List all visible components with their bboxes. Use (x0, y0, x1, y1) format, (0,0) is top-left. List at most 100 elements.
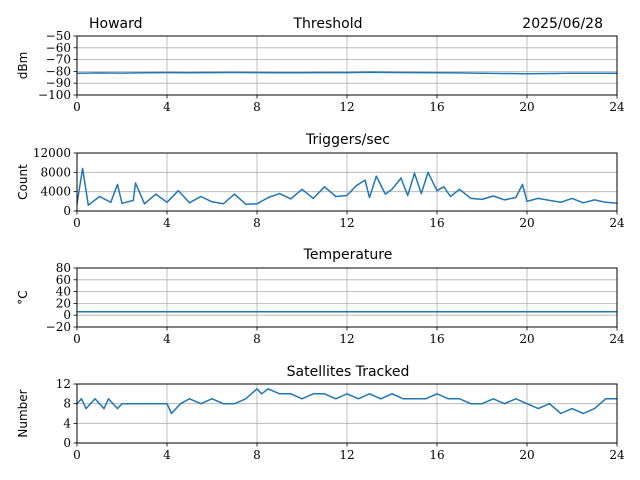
temperature-x-tick-label: 24 (609, 332, 625, 346)
threshold-x-tick-label: 8 (253, 100, 261, 114)
triggers-data-point (384, 193, 386, 195)
triggers-data-point (375, 175, 377, 177)
satellites-data-point (503, 403, 506, 405)
triggers-data-point (200, 195, 202, 198)
triggers-data-point (98, 195, 101, 198)
triggers-data-point (368, 196, 371, 199)
threshold-y-tick-label: −60 (46, 41, 71, 55)
triggers-data-point (222, 203, 224, 205)
satellites-data-point (179, 403, 182, 405)
threshold-data-point (391, 71, 393, 74)
satellites-data-point (447, 398, 449, 400)
satellites-y-axis-label: Number (16, 389, 30, 437)
triggers-data-point (521, 183, 524, 185)
satellites-data-point (267, 388, 269, 390)
triggers-data-point (391, 188, 393, 190)
triggers-y-tick-label: 8000 (40, 165, 71, 179)
threshold-data-point (503, 72, 506, 75)
threshold-data-point (458, 72, 461, 74)
triggers-data-point (323, 186, 326, 188)
satellites-data-point (98, 403, 101, 405)
temperature-y-tick-label: 60 (56, 273, 71, 287)
threshold-x-tick-label: 4 (163, 100, 171, 114)
temperature-y-tick-label: 40 (56, 285, 71, 299)
triggers-data-point (548, 199, 551, 201)
satellites-data-point (526, 403, 528, 405)
triggers-x-tick-label: 0 (73, 216, 81, 230)
threshold-data-point (121, 72, 123, 74)
threshold-x-tick-label: 24 (609, 100, 625, 114)
threshold-data-point (301, 72, 303, 74)
threshold-data-point (571, 72, 573, 74)
satellites-data-point (537, 408, 539, 410)
threshold-y-tick-label: −80 (46, 64, 71, 78)
temperature-y-tick-label: 20 (56, 296, 71, 310)
satellites-data-point (233, 403, 236, 405)
chart-title-satellites: Satellites Tracked (287, 364, 410, 380)
temperature-y-tick-label: 0 (63, 308, 71, 322)
triggers-data-point (364, 179, 366, 181)
threshold-data-point (368, 71, 371, 73)
satellites-data-point (260, 393, 263, 395)
satellites-data-point (470, 403, 472, 405)
satellites-data-point (143, 403, 146, 405)
threshold-panel: 0 4 8 12 16 20 24 −50−60−70−80−90−100 dBm (16, 29, 625, 114)
triggers-data-point (427, 171, 429, 173)
threshold-y-tick-label: −70 (46, 53, 71, 67)
satellites-data-point (481, 403, 483, 405)
threshold-data-point (436, 72, 438, 74)
triggers-data-point (245, 203, 247, 205)
threshold-y-tick-label: −100 (38, 88, 71, 102)
temperature-x-tick-label: 4 (163, 332, 171, 346)
satellites-data-point (256, 388, 258, 390)
report-date: 2025/06/28 (522, 16, 603, 32)
triggers-data-point (188, 202, 191, 204)
satellites-series-line (76, 388, 617, 415)
triggers-x-tick-label: 4 (163, 216, 171, 230)
triggers-data-point (436, 190, 438, 192)
triggers-data-point (155, 193, 157, 195)
threshold-y-tick-label: −50 (46, 29, 71, 43)
triggers-y-tick-label: 4000 (40, 185, 71, 199)
threshold-y-tick-label: −90 (46, 76, 71, 90)
temperature-x-tick-label: 16 (429, 332, 444, 346)
threshold-data-point (188, 72, 191, 74)
satellites-data-point (413, 398, 416, 400)
satellites-data-point (548, 403, 551, 405)
threshold-data-point (143, 72, 146, 74)
triggers-data-point (605, 201, 607, 203)
threshold-data-point (526, 73, 528, 75)
satellites-data-point (200, 403, 202, 405)
triggers-data-point (177, 190, 179, 192)
triggers-data-point (211, 201, 213, 203)
threshold-data-point (256, 72, 258, 74)
triggers-y-tick-label: 0 (63, 204, 71, 218)
satellites-data-point (458, 398, 461, 400)
triggers-data-point (116, 183, 119, 185)
threshold-data-point (413, 72, 416, 74)
triggers-data-point (233, 193, 236, 195)
triggers-data-point (526, 200, 528, 202)
satellites-y-tick-label: 12 (56, 377, 71, 391)
temperature-x-tick-label: 20 (519, 332, 534, 346)
triggers-y-tick-label: 12000 (33, 146, 71, 160)
triggers-x-tick-label: 8 (253, 216, 261, 230)
threshold-x-tick-label: 0 (73, 100, 81, 114)
triggers-data-point (400, 177, 402, 179)
triggers-data-point (481, 198, 483, 200)
satellites-data-point (436, 393, 438, 395)
satellites-data-point (335, 398, 337, 400)
triggers-data-point (503, 199, 506, 201)
triggers-data-point (87, 204, 89, 206)
satellites-data-point (222, 403, 224, 405)
triggers-data-point (82, 167, 84, 170)
temperature-x-tick-label: 8 (253, 332, 261, 346)
triggers-data-point (166, 201, 168, 203)
station-name: Howard (89, 16, 143, 32)
satellites-data-point (312, 393, 314, 395)
satellites-data-point (571, 408, 573, 410)
triggers-data-point (301, 188, 303, 190)
triggers-data-point (449, 195, 452, 198)
